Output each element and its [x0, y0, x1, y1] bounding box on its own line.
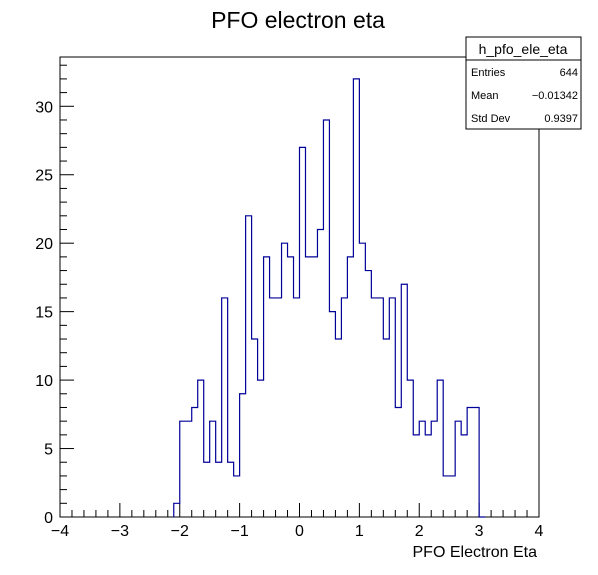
stats-mean-label: Mean: [471, 90, 499, 102]
x-tick-label: 0: [295, 523, 304, 540]
x-tick-labels: −4 −3 −2 −1 0 1 2 3 4: [51, 523, 544, 540]
stats-mean-value: −0.01342: [532, 90, 578, 102]
y-tick-labels: 0 5 10 15 20 25 30: [35, 99, 53, 527]
y-tick-label: 15: [35, 305, 53, 322]
stats-entries-label: Entries: [471, 67, 506, 79]
x-tick-label: 4: [535, 523, 544, 540]
x-tick-label: −1: [231, 523, 249, 540]
axis-ticks: [59, 64, 540, 518]
chart-title: PFO electron eta: [211, 7, 385, 33]
y-tick-label: 0: [44, 510, 53, 527]
stats-box-frame: [465, 36, 582, 130]
x-tick-label: −2: [171, 523, 189, 540]
y-tick-label: 30: [35, 99, 53, 116]
x-tick-label: −3: [111, 523, 129, 540]
stats-histogram-name: h_pfo_ele_eta: [479, 41, 568, 57]
y-tick-label: 5: [44, 442, 53, 459]
stats-box: h_pfo_ele_eta Entries 644 Mean −0.01342 …: [465, 36, 582, 130]
x-tick-label: 3: [475, 523, 484, 540]
histogram-line: [173, 78, 486, 518]
y-tick-label: 20: [35, 236, 53, 253]
x-tick-label: 2: [415, 523, 424, 540]
x-tick-label: −4: [51, 523, 69, 540]
x-tick-label: 1: [355, 523, 364, 540]
y-tick-label: 10: [35, 373, 53, 390]
y-tick-label: 25: [35, 168, 53, 185]
x-axis-title: PFO Electron Eta: [413, 544, 538, 561]
stats-stddev-value: 0.9397: [544, 113, 578, 125]
stats-stddev-label: Std Dev: [471, 113, 511, 125]
stats-entries-value: 644: [560, 67, 578, 79]
